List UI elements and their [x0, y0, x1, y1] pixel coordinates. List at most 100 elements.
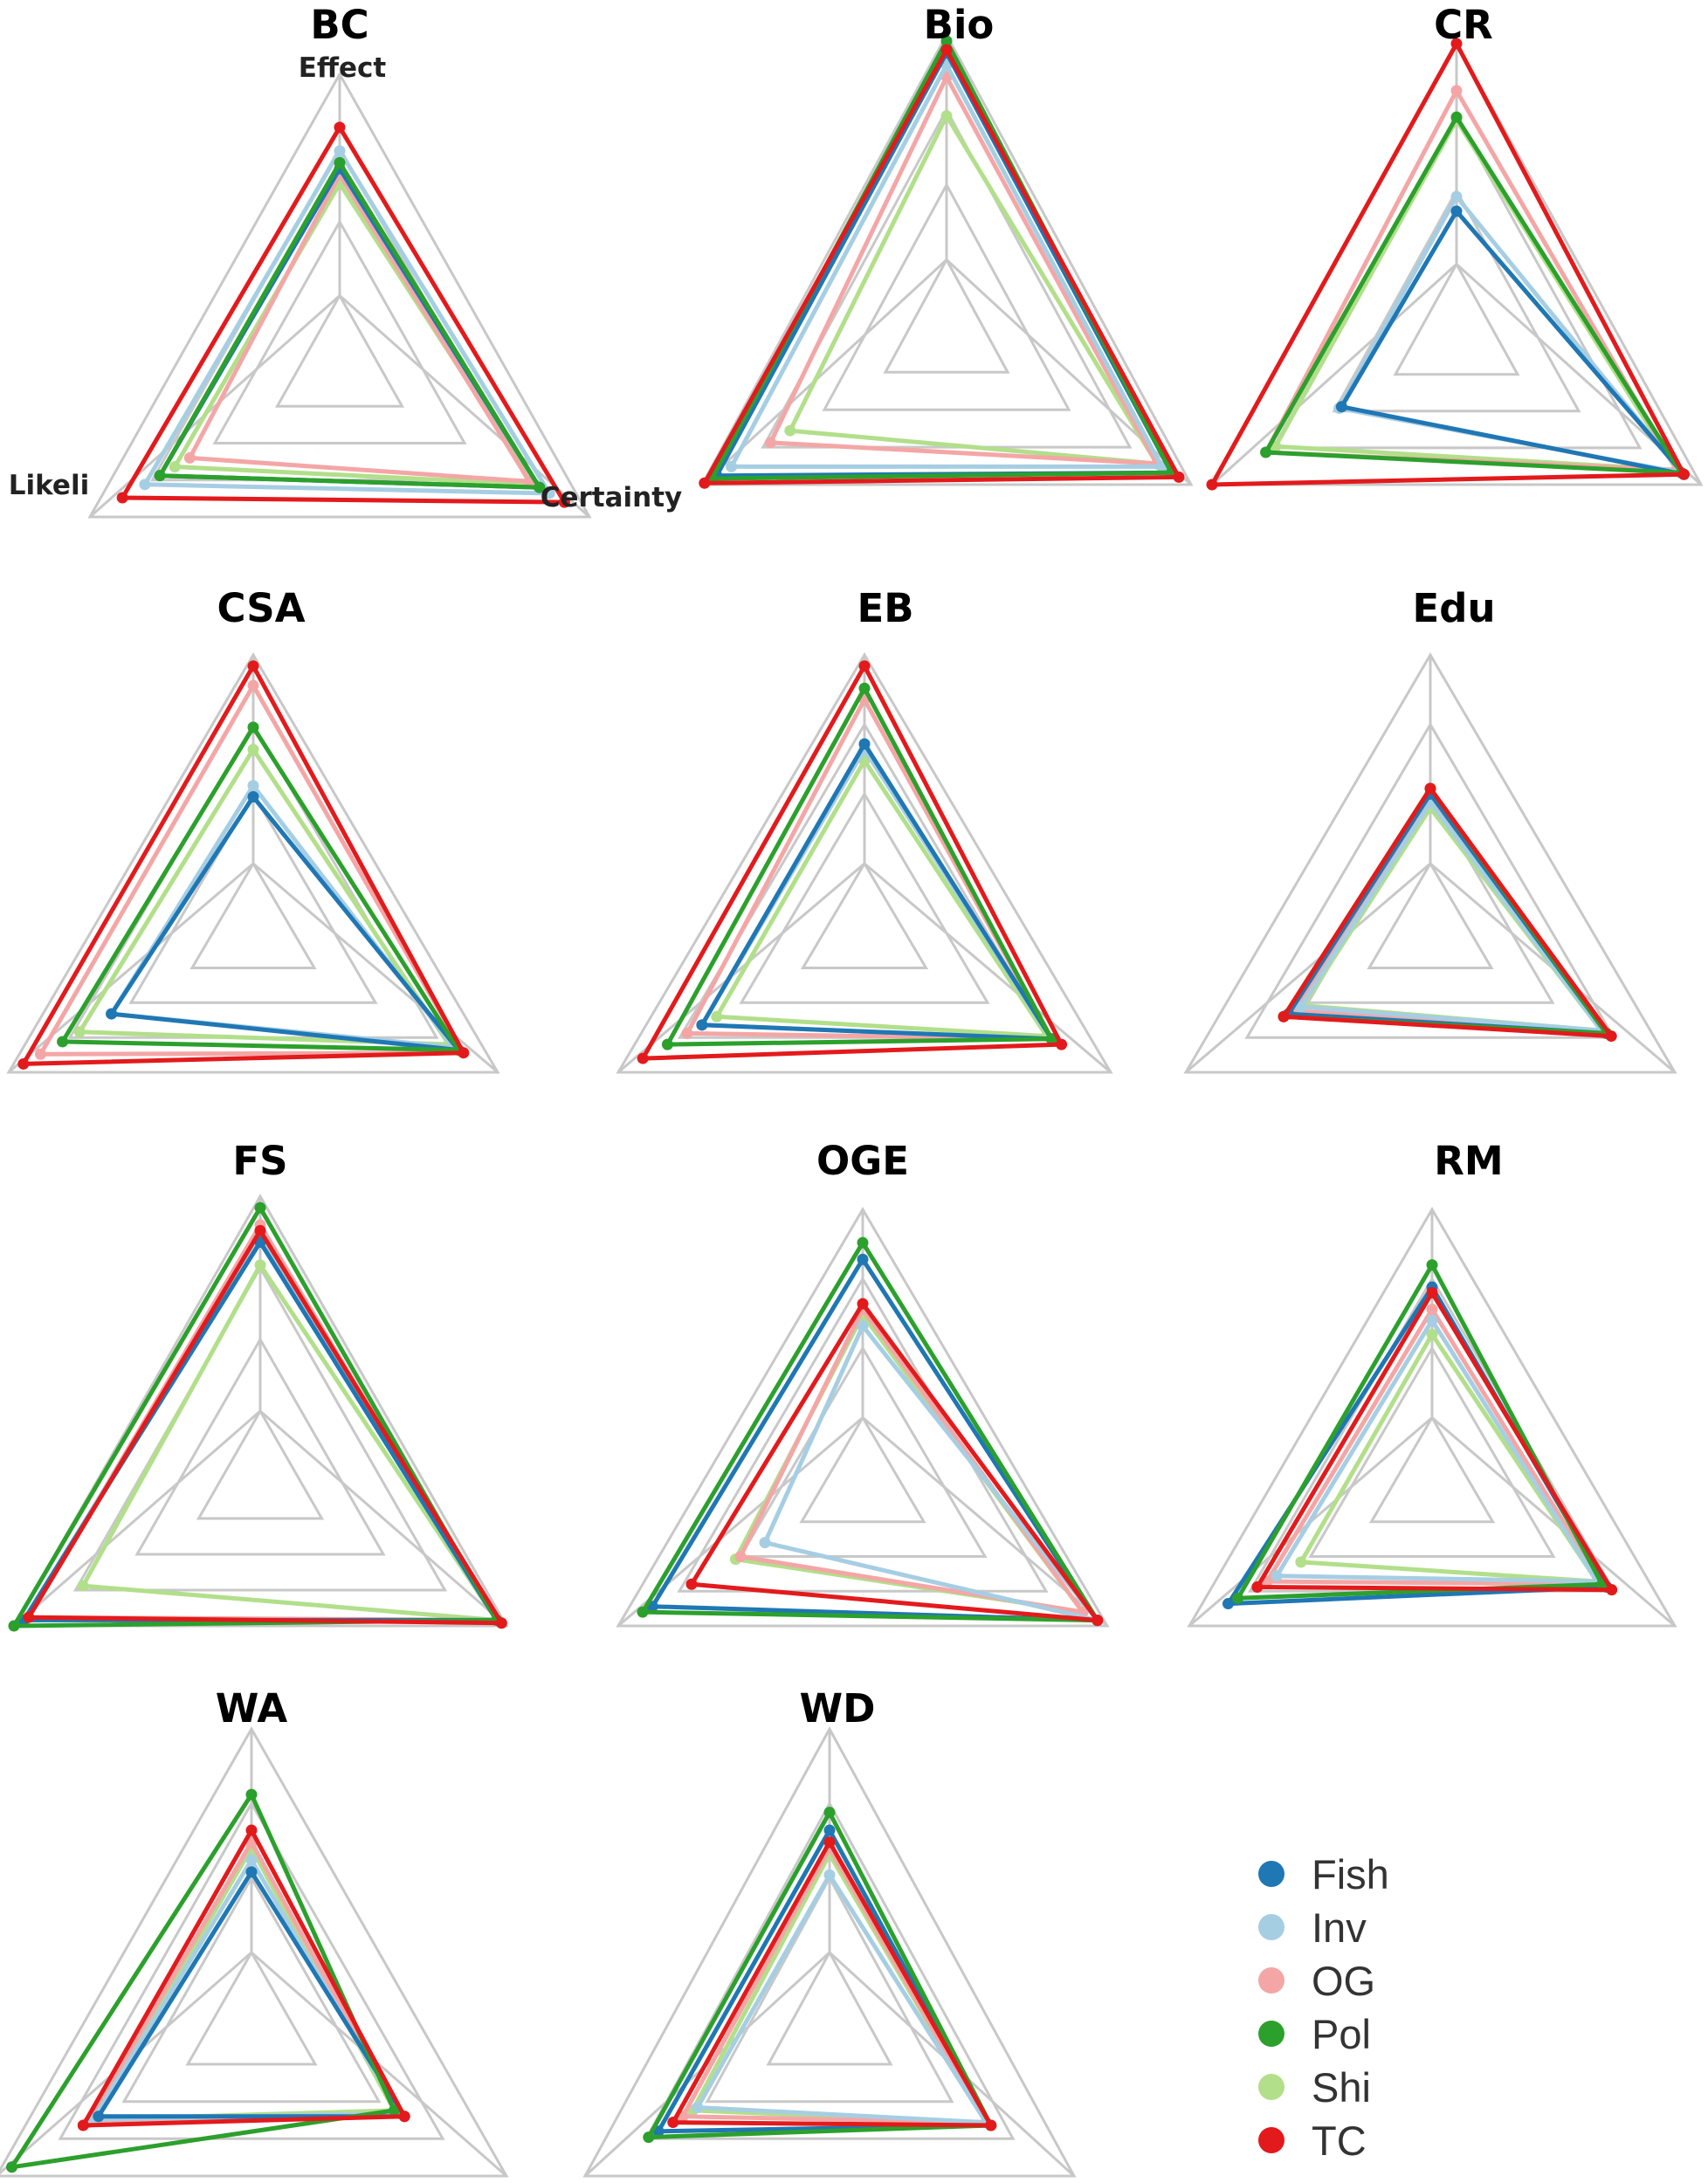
data-point [764, 437, 776, 449]
data-point [23, 1611, 35, 1623]
grid-ring [212, 218, 467, 444]
axis-spoke [617, 1416, 864, 1628]
series-inv [692, 1869, 992, 2129]
data-point [1424, 782, 1436, 795]
series-line [1255, 1290, 1615, 1593]
data-point [106, 1008, 118, 1020]
grid-ring [189, 861, 317, 969]
panel-title: FS [232, 1138, 287, 1184]
data-point [857, 1236, 869, 1249]
panel-title: RM [1434, 1138, 1503, 1184]
data-point [334, 156, 346, 169]
axis-spoke [339, 294, 590, 519]
series-tc [23, 1224, 507, 1629]
data-point [858, 738, 871, 750]
data-point [857, 1298, 869, 1310]
legend-item-og: OG [1258, 1958, 1375, 2004]
data-point [985, 2119, 997, 2131]
grid-ring [0, 1725, 509, 2178]
data-point [247, 780, 259, 792]
data-point [1605, 1030, 1617, 1043]
grid-ring [1332, 188, 1581, 413]
series-line [695, 1872, 988, 2125]
data-point [940, 35, 953, 47]
data-point [699, 477, 711, 489]
series-tc [685, 1298, 1104, 1627]
data-point [1278, 1010, 1290, 1023]
data-point [34, 1048, 46, 1060]
legend-label: Pol [1312, 2011, 1371, 2057]
legend-marker [1258, 2074, 1284, 2100]
grid-ring [800, 861, 929, 969]
data-point [247, 721, 259, 733]
data-point [398, 2111, 410, 2123]
legend-item-fish: Fish [1258, 1851, 1389, 1897]
series-line [665, 685, 1054, 1047]
data-point [389, 2104, 401, 2117]
series-line [762, 1324, 1100, 1623]
data-point [93, 2111, 105, 2123]
data-point [73, 1026, 86, 1038]
data-point [637, 1606, 649, 1618]
data-point [247, 743, 259, 755]
legend-marker [1258, 1967, 1284, 1994]
series-og [1261, 1303, 1608, 1590]
data-point [857, 1253, 869, 1265]
grid-ring [1308, 1346, 1556, 1558]
grid-ring [58, 1801, 445, 2140]
series-line [702, 47, 1181, 485]
data-point [245, 1866, 258, 1878]
series-line [1291, 797, 1604, 1033]
data-point [759, 1537, 771, 1549]
data-point [1173, 471, 1185, 483]
axis-spoke [617, 862, 865, 1074]
series-line [80, 1828, 407, 2128]
legend-marker [1258, 2021, 1284, 2047]
legend-item-pol: Pol [1258, 2011, 1371, 2057]
series-tc [116, 121, 570, 508]
data-point [169, 461, 181, 473]
grid-ring [11, 1193, 509, 1628]
data-point [245, 1824, 258, 1836]
data-point [1260, 446, 1272, 458]
data-point [1677, 468, 1690, 480]
panel-title: CR [1434, 2, 1493, 48]
data-point [857, 1320, 869, 1333]
series-tc [637, 660, 1068, 1064]
grid-ring [799, 1415, 926, 1524]
series-line [172, 181, 537, 487]
data-point [1606, 1584, 1618, 1596]
series-tc [667, 1836, 997, 2131]
data-point [247, 791, 259, 803]
axis-spoke [259, 1409, 507, 1628]
grid-ring [1368, 1415, 1496, 1524]
legend: Fish Inv OG Pol Shi TC [1258, 1851, 1389, 2164]
data-point [1222, 1598, 1234, 1610]
series-line [26, 1228, 504, 1626]
data-point [685, 1578, 698, 1590]
data-point [661, 1038, 673, 1050]
panel-title: Edu [1413, 585, 1496, 631]
legend-label: TC [1312, 2118, 1367, 2164]
grid-ring [274, 293, 405, 408]
series-line [1264, 114, 1684, 475]
data-point [495, 1617, 507, 1629]
series-shi [784, 110, 1163, 470]
grid-ring [582, 1725, 1077, 2178]
grid-ring [1393, 261, 1520, 376]
data-point [543, 487, 555, 499]
data-point [458, 1047, 470, 1059]
grid-ring [1367, 861, 1494, 969]
data-point [334, 121, 346, 134]
legend-label: Fish [1312, 1851, 1389, 1897]
series-line [1209, 41, 1686, 487]
series-line [671, 1840, 994, 2128]
series-fish [1335, 205, 1690, 480]
data-point [637, 1052, 649, 1064]
panel-title: WA [216, 1685, 288, 1732]
grid-ring [766, 1949, 893, 2066]
radar-panel-rm: RM [1187, 1138, 1677, 1628]
data-point [1426, 1314, 1438, 1326]
data-point [17, 1057, 30, 1070]
